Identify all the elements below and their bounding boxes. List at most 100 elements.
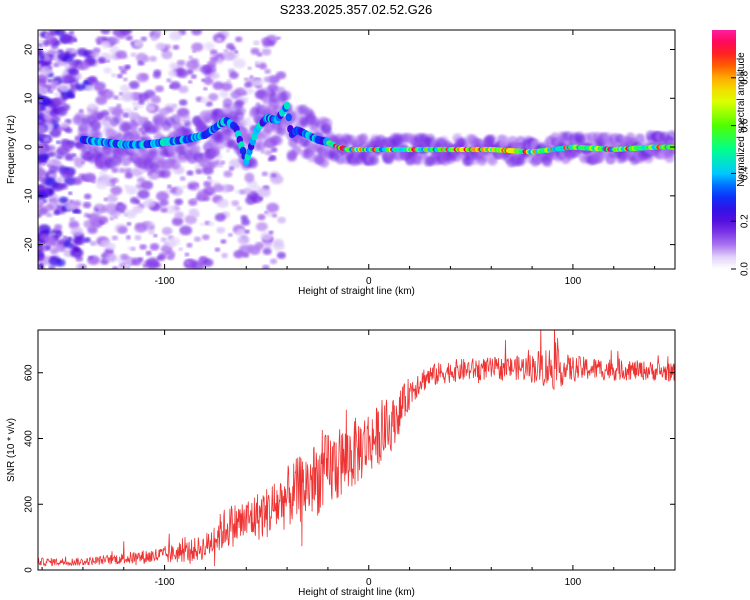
noise-blob xyxy=(91,180,96,184)
ridge-halo xyxy=(74,157,85,168)
noise-blob xyxy=(185,261,190,265)
noise-blob xyxy=(193,236,201,242)
noise-blob xyxy=(149,243,160,251)
bottom-y-tick-label: 600 xyxy=(24,364,35,381)
noise-blob xyxy=(66,47,71,52)
noise-blob xyxy=(124,172,133,179)
ridge-halo xyxy=(272,135,283,146)
noise-blob xyxy=(250,47,260,55)
noise-blob xyxy=(203,77,214,85)
noise-blob xyxy=(62,69,70,76)
ridge-halo xyxy=(202,114,213,125)
noise-blob xyxy=(47,145,56,152)
noise-blob xyxy=(210,72,220,80)
noise-blob xyxy=(110,185,123,196)
noise-blob xyxy=(39,66,52,76)
noise-blob xyxy=(169,30,183,41)
noise-blob xyxy=(221,184,233,193)
noise-blob xyxy=(249,75,254,79)
noise-blob xyxy=(88,103,97,110)
noise-blob xyxy=(254,61,260,66)
ridge-halo xyxy=(247,158,258,169)
noise-blob xyxy=(117,226,128,234)
ridge-halo xyxy=(358,133,369,144)
noise-blob xyxy=(174,211,184,219)
noise-blob xyxy=(69,60,78,68)
noise-blob xyxy=(221,82,233,91)
noise-blob xyxy=(129,112,139,120)
bottom-y-tick-label: 0 xyxy=(24,567,35,573)
noise-blob xyxy=(61,183,67,188)
noise-blob xyxy=(235,228,247,237)
noise-blob xyxy=(97,57,106,64)
noise-blob xyxy=(38,49,44,56)
noise-blob xyxy=(139,244,147,250)
noise-blob xyxy=(253,78,264,87)
noise-blob xyxy=(162,50,172,58)
noise-blob xyxy=(38,224,51,235)
ridge-halo xyxy=(222,97,233,108)
noise-blob xyxy=(88,213,100,223)
noise-blob xyxy=(109,213,116,218)
ridge-halo xyxy=(90,120,101,131)
noise-blob xyxy=(270,147,278,153)
noise-blob xyxy=(179,225,193,236)
noise-blob xyxy=(130,41,135,45)
noise-blob xyxy=(140,180,154,190)
ridge-halo xyxy=(291,145,302,156)
noise-blob xyxy=(257,213,266,221)
noise-blob xyxy=(47,151,56,158)
noise-blob xyxy=(175,189,181,193)
noise-blob xyxy=(200,97,209,104)
noise-blob xyxy=(236,206,242,211)
noise-blob xyxy=(51,55,59,61)
ridge-halo xyxy=(277,92,288,103)
noise-blob xyxy=(118,167,126,173)
noise-blob xyxy=(141,55,150,63)
noise-blob xyxy=(111,235,119,241)
snr-line xyxy=(38,330,675,567)
noise-blob xyxy=(38,201,42,206)
noise-blob xyxy=(202,234,210,241)
noise-blob xyxy=(85,84,94,92)
top-y-axis-label: Frequency (Hz) xyxy=(6,115,17,184)
top-y-tick-label: 10 xyxy=(24,92,35,104)
colorbar-tick-label: 0.4 xyxy=(740,166,750,180)
noise-blob xyxy=(261,171,268,177)
noise-blob xyxy=(140,36,148,42)
noise-blob xyxy=(227,233,233,237)
noise-blob xyxy=(43,55,52,62)
noise-blob xyxy=(103,67,112,74)
noise-blob xyxy=(263,76,272,83)
noise-blob xyxy=(214,247,221,252)
noise-blob xyxy=(191,42,204,52)
noise-blob xyxy=(62,142,74,151)
noise-blob xyxy=(179,176,186,181)
noise-blob xyxy=(261,48,272,56)
noise-blob xyxy=(169,81,181,90)
bottom-y-axis-label: SNR (10 * v/v) xyxy=(6,418,17,482)
noise-blob xyxy=(174,198,184,206)
noise-blob xyxy=(39,134,46,139)
noise-blob xyxy=(203,41,215,51)
noise-blob xyxy=(120,68,127,75)
noise-blob xyxy=(255,221,268,232)
noise-blob xyxy=(202,258,214,267)
noise-blob xyxy=(167,184,172,189)
noise-blob xyxy=(134,234,142,241)
noise-blob xyxy=(52,80,59,86)
noise-blob xyxy=(160,237,168,243)
ridge-halo xyxy=(104,128,115,139)
noise-blob xyxy=(159,199,169,207)
noise-blob xyxy=(245,117,251,122)
noise-blob xyxy=(127,246,132,250)
noise-blob xyxy=(187,80,193,84)
noise-blob xyxy=(184,252,190,257)
noise-blob xyxy=(185,59,199,70)
noise-blob xyxy=(231,200,240,207)
noise-blob xyxy=(251,194,263,204)
ridge-halo xyxy=(170,114,181,125)
noise-blob xyxy=(70,226,83,237)
noise-blob xyxy=(38,198,45,209)
